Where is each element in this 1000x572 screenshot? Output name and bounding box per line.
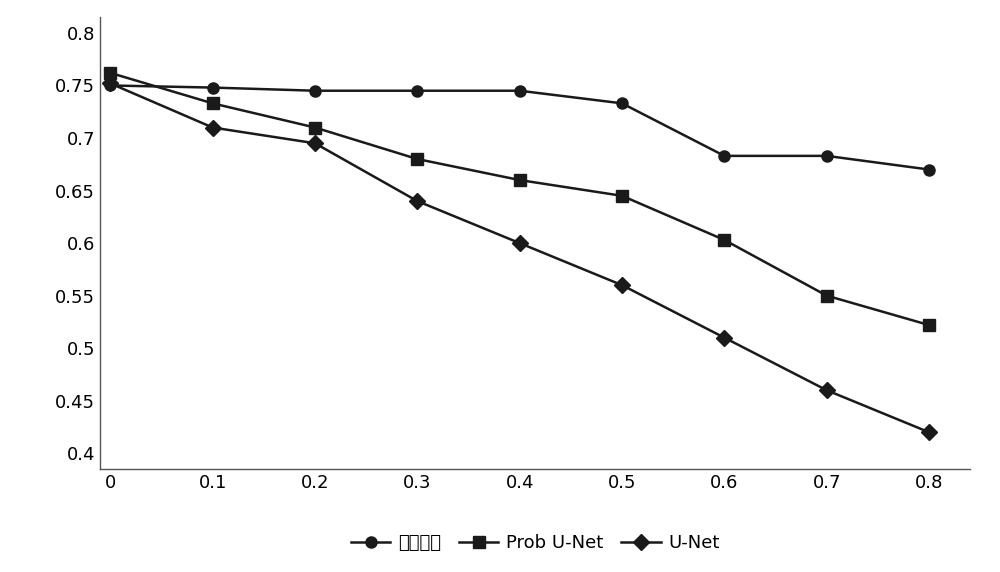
Prob U-Net bbox=[616, 192, 628, 199]
Prob U-Net bbox=[923, 321, 935, 328]
U-Net bbox=[104, 80, 116, 87]
U-Net bbox=[207, 124, 219, 131]
Prob U-Net bbox=[411, 156, 423, 162]
本文方法 bbox=[104, 82, 116, 89]
Prob U-Net bbox=[514, 177, 526, 184]
Prob U-Net bbox=[104, 69, 116, 76]
U-Net bbox=[821, 387, 833, 394]
U-Net bbox=[411, 198, 423, 205]
Prob U-Net bbox=[309, 124, 321, 131]
Legend: 本文方法, Prob U-Net, U-Net: 本文方法, Prob U-Net, U-Net bbox=[343, 527, 727, 559]
本文方法 bbox=[616, 100, 628, 107]
本文方法 bbox=[207, 84, 219, 91]
本文方法 bbox=[821, 153, 833, 160]
Prob U-Net bbox=[207, 100, 219, 107]
U-Net bbox=[718, 334, 730, 341]
本文方法 bbox=[718, 153, 730, 160]
Line: 本文方法: 本文方法 bbox=[105, 80, 935, 175]
本文方法 bbox=[411, 88, 423, 94]
U-Net bbox=[514, 240, 526, 247]
Prob U-Net bbox=[821, 292, 833, 299]
本文方法 bbox=[309, 88, 321, 94]
本文方法 bbox=[514, 88, 526, 94]
U-Net bbox=[923, 429, 935, 436]
U-Net bbox=[309, 140, 321, 146]
Prob U-Net bbox=[718, 236, 730, 243]
U-Net bbox=[616, 281, 628, 288]
Line: U-Net: U-Net bbox=[105, 78, 935, 438]
Line: Prob U-Net: Prob U-Net bbox=[105, 67, 935, 331]
本文方法 bbox=[923, 166, 935, 173]
